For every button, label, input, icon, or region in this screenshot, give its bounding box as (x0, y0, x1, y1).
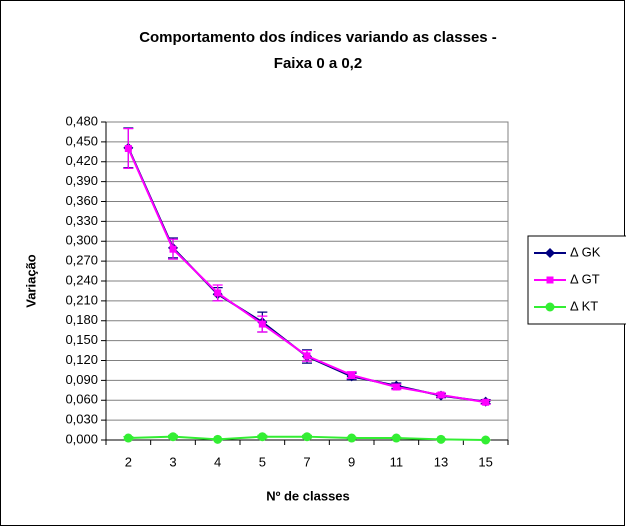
y-tick-label: 0,090 (65, 372, 98, 387)
legend-label: Δ GT (570, 271, 600, 286)
marker (302, 432, 312, 442)
legend-label: Δ KT (570, 298, 598, 313)
marker (482, 398, 490, 406)
marker (168, 432, 178, 442)
y-tick-label: 0,240 (65, 272, 98, 287)
marker (392, 383, 400, 391)
marker (214, 289, 222, 297)
marker (391, 433, 401, 443)
y-tick-label: 0,420 (65, 153, 98, 168)
x-tick-label: 9 (348, 454, 355, 469)
x-tick-label: 5 (259, 454, 266, 469)
y-tick-label: 0,270 (65, 253, 98, 268)
y-tick-label: 0,300 (65, 233, 98, 248)
marker (347, 433, 357, 443)
marker (258, 320, 266, 328)
marker (213, 434, 223, 444)
x-tick-label: 15 (478, 454, 492, 469)
y-tick-label: 0,180 (65, 312, 98, 327)
y-tick-label: 0,330 (65, 213, 98, 228)
x-tick-label: 13 (434, 454, 448, 469)
marker (545, 248, 555, 258)
y-tick-label: 0,060 (65, 392, 98, 407)
marker (123, 433, 133, 443)
x-tick-label: 3 (169, 454, 176, 469)
y-tick-label: 0,210 (65, 292, 98, 307)
marker (437, 391, 445, 399)
x-tick-label: 7 (303, 454, 310, 469)
marker (169, 245, 177, 253)
marker (436, 434, 446, 444)
legend-label: Δ GK (570, 244, 601, 259)
x-tick-label: 4 (214, 454, 221, 469)
y-tick-label: 0,360 (65, 193, 98, 208)
chart-title: Comportamento dos índices variando as cl… (139, 29, 497, 46)
y-tick-label: 0,390 (65, 173, 98, 188)
marker (124, 145, 132, 152)
x-tick-label: 11 (390, 454, 404, 469)
marker (546, 276, 554, 284)
marker (481, 435, 491, 445)
y-tick-label: 0,030 (65, 412, 98, 427)
y-tick-label: 0,480 (65, 113, 98, 128)
y-tick-label: 0,120 (65, 352, 98, 367)
marker (545, 302, 555, 312)
marker (348, 371, 356, 379)
marker (257, 432, 267, 442)
y-axis-label: Variação (23, 254, 38, 308)
y-tick-label: 0,150 (65, 332, 98, 347)
marker (303, 352, 311, 360)
y-tick-label: 0,000 (65, 431, 98, 446)
chart-title: Faixa 0 a 0,2 (274, 55, 362, 72)
y-tick-label: 0,450 (65, 133, 98, 148)
x-tick-label: 2 (125, 454, 132, 469)
x-axis-label: Nº de classes (266, 488, 350, 503)
